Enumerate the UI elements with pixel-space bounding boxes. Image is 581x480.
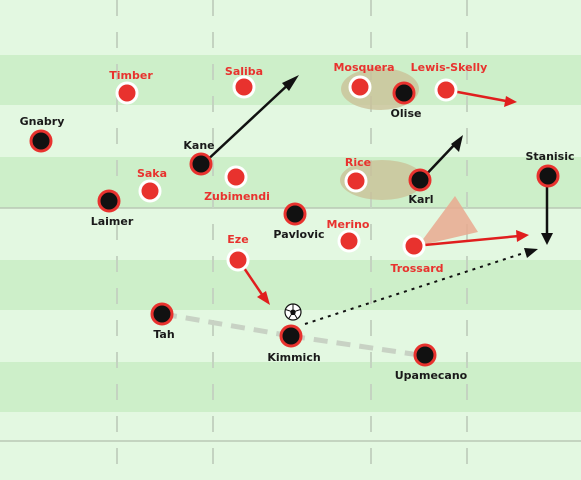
player-label: Gnabry xyxy=(20,115,65,128)
player-label: Tah xyxy=(153,328,174,341)
player-marker xyxy=(226,248,250,272)
player-lewis-skelly: Lewis-Skelly xyxy=(411,61,488,102)
player-label: Kane xyxy=(183,139,214,152)
player-kimmich: Kimmich xyxy=(267,324,321,364)
player-label: Olise xyxy=(391,107,422,120)
player-zubimendi: Zubimendi xyxy=(204,165,270,203)
player-merino: Merino xyxy=(327,218,370,253)
player-marker xyxy=(392,81,416,105)
player-marker xyxy=(434,78,458,102)
player-eze: Eze xyxy=(226,233,250,272)
player-label: Karl xyxy=(408,193,433,206)
player-olise: Olise xyxy=(391,81,422,120)
player-laimer: Laimer xyxy=(91,189,134,228)
player-marker xyxy=(344,169,368,193)
player-mosquera: Mosquera xyxy=(333,61,395,99)
player-stanisic: Stanisic xyxy=(525,150,575,188)
player-trossard: Trossard xyxy=(390,234,444,275)
player-label: Stanisic xyxy=(525,150,574,163)
player-timber: Timber xyxy=(109,69,153,105)
player-marker xyxy=(150,302,174,326)
arrowhead xyxy=(282,75,299,91)
player-karl: Karl xyxy=(408,168,434,206)
player-marker xyxy=(283,202,307,226)
player-label: Mosquera xyxy=(333,61,394,74)
player-label: Saliba xyxy=(225,65,263,78)
cone-of-vision xyxy=(418,196,478,246)
player-marker xyxy=(115,81,139,105)
player-marker xyxy=(348,75,372,99)
player-label: Eze xyxy=(227,233,248,246)
player-label: Saka xyxy=(137,167,167,180)
players: Gnabry Laimer Kane Pavlovic Olise Karl Stanisi… xyxy=(20,61,575,382)
pitch-stripe xyxy=(0,260,581,310)
pitch-stripe xyxy=(0,0,581,55)
player-marker xyxy=(337,229,361,253)
player-label: Laimer xyxy=(91,215,134,228)
football-icon xyxy=(284,303,302,321)
player-label: Rice xyxy=(345,156,371,169)
arrowhead xyxy=(516,230,529,242)
player-marker xyxy=(29,129,53,153)
arrowhead xyxy=(257,291,270,305)
player-marker xyxy=(189,152,213,176)
arrowhead xyxy=(524,248,538,258)
player-label: Upamecano xyxy=(395,369,468,382)
player-upamecano: Upamecano xyxy=(395,343,468,382)
pitch-stripe xyxy=(0,412,581,480)
player-marker xyxy=(232,75,256,99)
pitch-stripe xyxy=(0,105,581,157)
player-tah: Tah xyxy=(150,302,175,341)
arrowhead xyxy=(541,233,553,245)
pass-lines xyxy=(162,248,538,359)
player-marker xyxy=(413,343,437,367)
player-kane: Kane xyxy=(183,139,215,176)
pitch-stripe xyxy=(0,157,581,208)
pitch-stripe xyxy=(0,362,581,412)
player-marker xyxy=(279,324,303,348)
player-label: Pavlovic xyxy=(273,228,324,241)
player-label: Merino xyxy=(327,218,370,231)
player-marker xyxy=(408,168,432,192)
player-gnabry: Gnabry xyxy=(20,115,65,153)
player-marker xyxy=(402,234,426,258)
arrow-kane xyxy=(202,80,293,165)
player-marker xyxy=(97,189,121,213)
arrowhead xyxy=(504,96,517,107)
arrow-trossard xyxy=(413,234,520,248)
player-saka: Saka xyxy=(137,167,167,203)
player-saliba: Saliba xyxy=(225,65,263,99)
player-marker xyxy=(224,165,248,189)
player-label: Timber xyxy=(109,69,153,82)
player-rice: Rice xyxy=(344,156,371,193)
player-pavlovic: Pavlovic xyxy=(273,202,325,241)
player-label: Lewis-Skelly xyxy=(411,61,488,74)
player-marker xyxy=(138,179,162,203)
player-label: Zubimendi xyxy=(204,190,270,203)
player-label: Kimmich xyxy=(267,351,320,364)
player-marker xyxy=(536,164,560,188)
arrowhead xyxy=(451,135,463,152)
player-label: Trossard xyxy=(390,262,443,275)
